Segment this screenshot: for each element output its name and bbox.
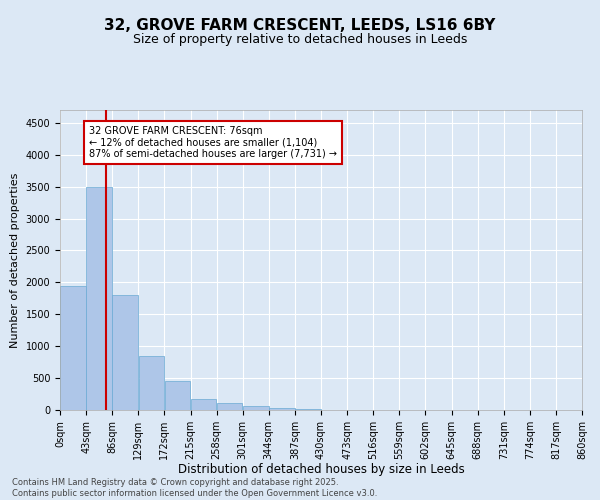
Bar bbox=[86, 186, 112, 410]
Bar bbox=[139, 356, 164, 410]
Bar bbox=[269, 408, 295, 410]
Bar bbox=[164, 382, 190, 410]
X-axis label: Distribution of detached houses by size in Leeds: Distribution of detached houses by size … bbox=[178, 464, 464, 476]
Bar bbox=[60, 286, 86, 410]
Text: 32, GROVE FARM CRESCENT, LEEDS, LS16 6BY: 32, GROVE FARM CRESCENT, LEEDS, LS16 6BY bbox=[104, 18, 496, 32]
Bar bbox=[243, 406, 269, 410]
Bar bbox=[191, 399, 217, 410]
Bar bbox=[295, 409, 321, 410]
Y-axis label: Number of detached properties: Number of detached properties bbox=[10, 172, 20, 348]
Text: Contains HM Land Registry data © Crown copyright and database right 2025.
Contai: Contains HM Land Registry data © Crown c… bbox=[12, 478, 377, 498]
Text: 32 GROVE FARM CRESCENT: 76sqm
← 12% of detached houses are smaller (1,104)
87% o: 32 GROVE FARM CRESCENT: 76sqm ← 12% of d… bbox=[89, 126, 337, 159]
Bar bbox=[217, 403, 242, 410]
Text: Size of property relative to detached houses in Leeds: Size of property relative to detached ho… bbox=[133, 32, 467, 46]
Bar bbox=[112, 295, 138, 410]
